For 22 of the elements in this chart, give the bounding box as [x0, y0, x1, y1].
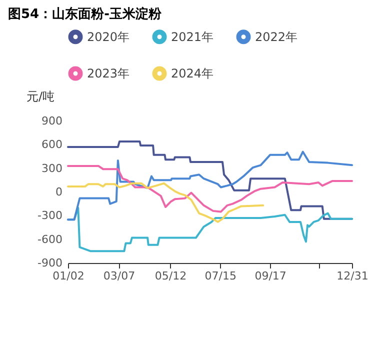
x-tick-label: 05/12 — [154, 270, 187, 282]
y-tick-label: 600 — [42, 138, 62, 152]
y-tick-label: 900 — [42, 114, 62, 128]
x-tick-label: 07/15 — [204, 270, 236, 282]
y-tick-label: -600 — [38, 232, 62, 246]
x-tick-label: 01/02 — [52, 270, 84, 282]
chart-title: 图54：山东面粉-玉米淀粉 — [8, 6, 162, 22]
y-tick-label: -900 — [38, 256, 62, 270]
legend-label: 2020年 — [87, 30, 130, 44]
x-tick-label: 12/31 — [336, 270, 368, 282]
x-tick-label: 03/07 — [103, 270, 136, 282]
legend-label: 2022年 — [255, 30, 298, 44]
y-axis-title: 元/吨 — [26, 90, 55, 104]
line-series — [67, 182, 264, 223]
line-series — [67, 164, 353, 213]
x-tick-label: 09/17 — [254, 270, 286, 282]
legend-label: 2021年 — [171, 30, 214, 44]
legend-label: 2024年 — [171, 66, 214, 80]
y-tick-label: 300 — [42, 162, 62, 175]
y-tick-label: 0 — [56, 186, 62, 198]
y-tick-label: -300 — [38, 209, 62, 222]
legend-label: 2023年 — [87, 66, 130, 80]
